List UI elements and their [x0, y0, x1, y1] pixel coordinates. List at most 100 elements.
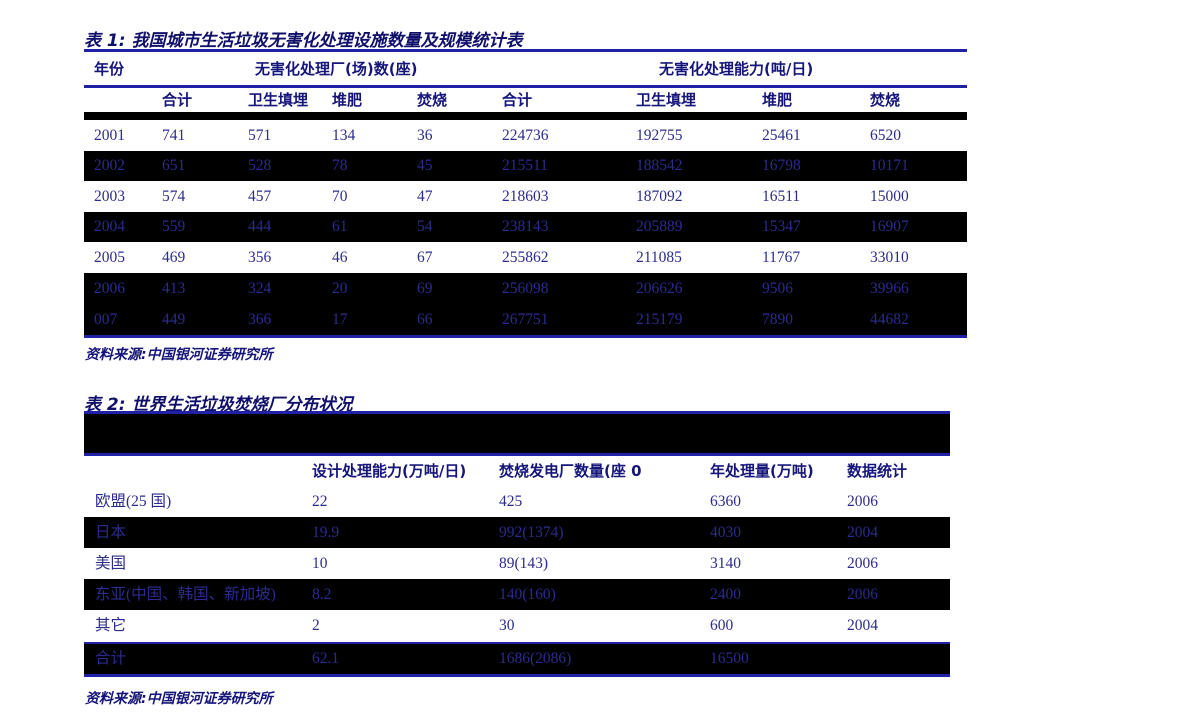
table-cell: 15000 — [870, 188, 909, 205]
table-row: 2005 469 356 46 67 255862 211085 11767 33010 — [84, 242, 967, 273]
table-cell: 16798 — [762, 157, 801, 174]
table-cell: 206626 — [636, 280, 683, 297]
table-cell: 10171 — [870, 157, 909, 174]
table-cell: 9506 — [762, 280, 793, 297]
table-cell: 22 — [312, 493, 328, 510]
table-cell: 469 — [162, 249, 186, 266]
table-cell: 焚烧 — [417, 91, 448, 109]
table-cell: 33010 — [870, 249, 909, 266]
table-cell: 2006 — [847, 493, 878, 510]
table-cell: 堆肥 — [762, 91, 793, 109]
divider — [84, 335, 967, 338]
table-cell: 366 — [248, 311, 272, 328]
table-cell: 457 — [248, 188, 272, 205]
divider — [84, 674, 950, 677]
table-cell: 007 — [94, 311, 118, 328]
table-cell: 数据统计 — [847, 462, 908, 480]
divider — [84, 642, 950, 644]
table-cell: 78 — [332, 157, 348, 174]
table-cell: 215511 — [502, 157, 548, 174]
table-cell: 256098 — [502, 280, 549, 297]
table-row: 美国 10 89(143) 3140 2006 — [84, 548, 950, 579]
table-row: 东亚(中国、韩国、新加坡) 8.2 140(160) 2400 2006 — [84, 579, 950, 610]
table-cell: 6520 — [870, 127, 901, 144]
table-row: 2002 651 528 78 45 215511 188542 16798 10171 — [84, 151, 967, 181]
table-cell: 267751 — [502, 311, 549, 328]
table-cell: 8.2 — [312, 586, 332, 603]
table1-subheader-row: 合计 卫生填埋 堆肥 焚烧 合计 卫生填埋 堆肥 焚烧 — [84, 88, 967, 112]
separator-stripe — [84, 112, 967, 120]
table-cell: 19.9 — [312, 524, 340, 541]
table-cell: 2004 — [847, 524, 878, 541]
table-cell: 187092 — [636, 188, 683, 205]
table-cell: 192755 — [636, 127, 683, 144]
table-cell: 54 — [417, 218, 433, 235]
table-cell: 324 — [248, 280, 272, 297]
table-row: 2003 574 457 70 47 218603 187092 16511 15000 — [84, 181, 967, 212]
table-cell: 16500 — [710, 650, 749, 667]
table-cell: 89(143) — [499, 555, 549, 572]
table-row: 2006 413 324 20 69 256098 206626 9506 39966 — [84, 273, 967, 304]
table-cell: 25461 — [762, 127, 801, 144]
table-cell: 卫生填埋 — [248, 91, 309, 109]
table-cell: 224736 — [502, 127, 549, 144]
table-cell: 45 — [417, 157, 433, 174]
table-cell: 66 — [417, 311, 433, 328]
column-header-group-count: 无害化处理厂(场)数(座) — [255, 60, 418, 78]
table-cell: 134 — [332, 127, 356, 144]
column-header-year: 年份 — [94, 60, 125, 78]
separator-stripe — [84, 414, 950, 453]
table2-source: 资料来源:中国银河证券研究所 — [85, 691, 273, 707]
table-row: 欧盟(25 国) 22 425 6360 2006 — [84, 486, 950, 517]
table-cell: 425 — [499, 493, 523, 510]
table-cell: 559 — [162, 218, 186, 235]
table-cell: 140(160) — [499, 586, 556, 603]
table-cell: 日本 — [95, 524, 127, 541]
table-row: 其它 2 30 600 2004 — [84, 610, 950, 641]
column-header-group-capacity: 无害化处理能力(吨/日) — [659, 60, 814, 78]
table2-header-row: 设计处理能力(万吨/日) 焚烧发电厂数量(座 0 年处理量(万吨) 数据统计 — [84, 457, 950, 486]
table-cell: 3140 — [710, 555, 741, 572]
table-cell: 61 — [332, 218, 348, 235]
table-cell: 218603 — [502, 188, 549, 205]
table-row: 2001 741 571 134 36 224736 192755 25461 6520 — [84, 120, 967, 151]
table-cell: 47 — [417, 188, 433, 205]
table-cell: 2004 — [94, 218, 125, 235]
table-cell: 571 — [248, 127, 272, 144]
table-cell: 2003 — [94, 188, 125, 205]
divider — [84, 49, 967, 52]
table-cell: 992(1374) — [499, 524, 564, 541]
table-cell: 238143 — [502, 218, 549, 235]
table-cell: 2400 — [710, 586, 741, 603]
table-cell: 焚烧 — [870, 91, 901, 109]
table-cell: 30 — [499, 617, 515, 634]
table1-source: 资料来源:中国银河证券研究所 — [85, 347, 273, 363]
table-cell: 44682 — [870, 311, 909, 328]
divider — [84, 453, 950, 456]
table-cell: 205889 — [636, 218, 683, 235]
table-cell: 16907 — [870, 218, 909, 235]
table-cell: 美国 — [95, 555, 127, 572]
table-cell: 46 — [332, 249, 348, 266]
table-cell: 70 — [332, 188, 348, 205]
table-cell: 211085 — [636, 249, 682, 266]
table-cell: 62.1 — [312, 650, 340, 667]
table-cell: 欧盟(25 国) — [95, 493, 172, 510]
table-cell: 600 — [710, 617, 734, 634]
table-cell: 574 — [162, 188, 186, 205]
table-cell: 741 — [162, 127, 186, 144]
table-cell: 16511 — [762, 188, 801, 205]
table-cell: 67 — [417, 249, 433, 266]
table-row: 007 449 366 17 66 267751 215179 7890 44682 — [84, 304, 967, 335]
table-cell: 4030 — [710, 524, 741, 541]
table-cell: 2002 — [94, 157, 125, 174]
table-cell: 651 — [162, 157, 186, 174]
table-cell: 17 — [332, 311, 348, 328]
table-cell: 堆肥 — [332, 91, 363, 109]
table-cell: 1686(2086) — [499, 650, 572, 667]
table-cell: 413 — [162, 280, 186, 297]
table-cell: 528 — [248, 157, 272, 174]
table-cell: 年处理量(万吨) — [710, 462, 814, 480]
table-cell: 2006 — [94, 280, 125, 297]
